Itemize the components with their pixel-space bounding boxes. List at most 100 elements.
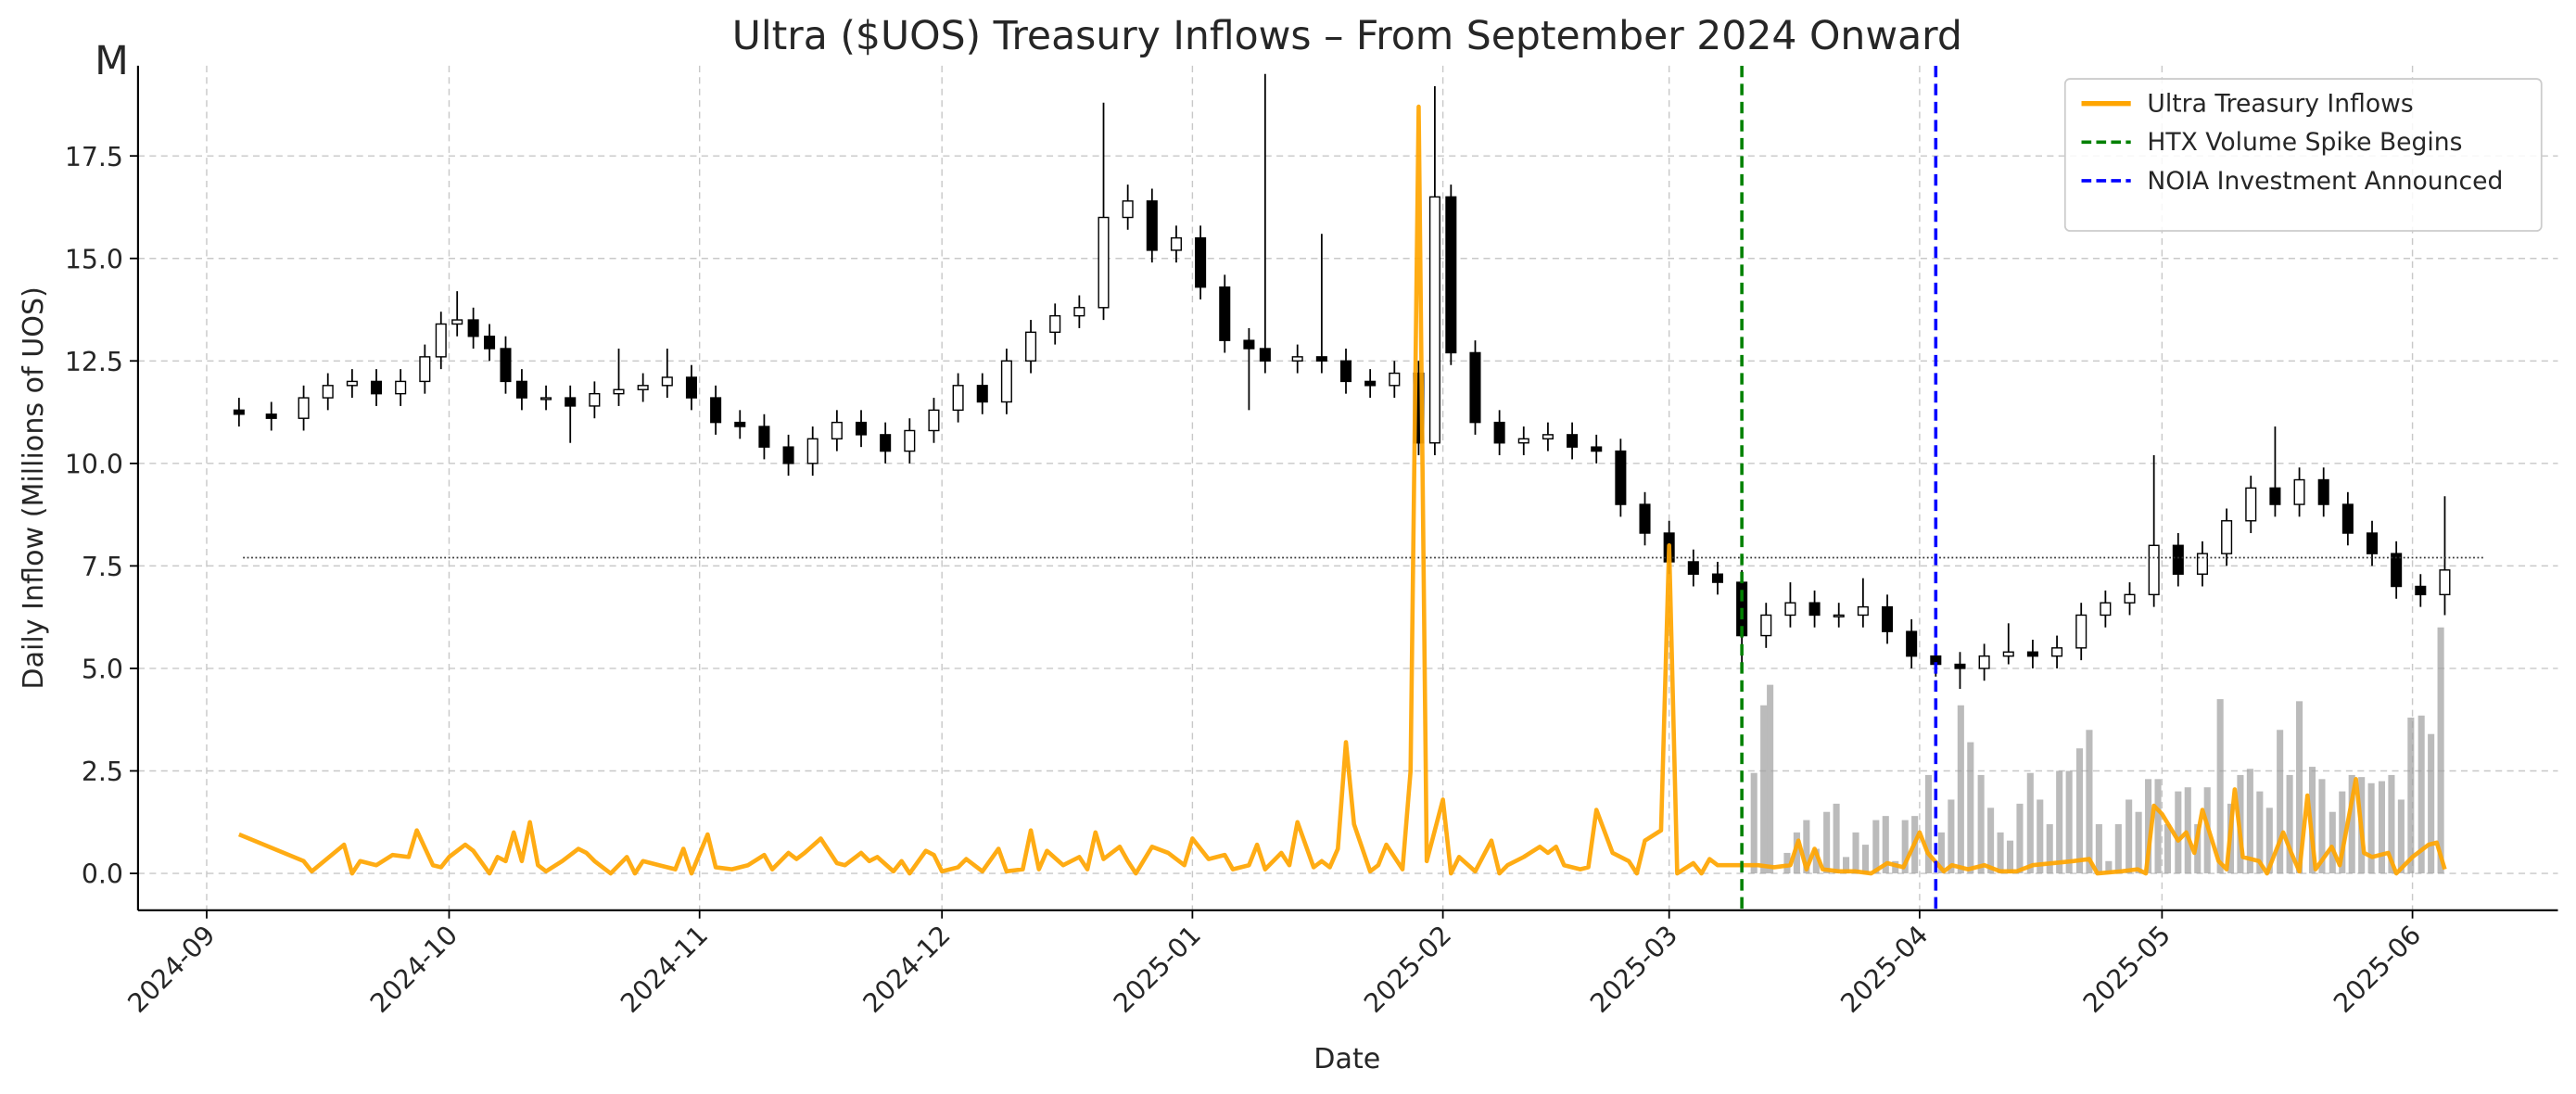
legend-label: NOIA Investment Announced — [2147, 167, 2503, 196]
y-tick-label: 5.0 — [82, 655, 123, 685]
volume-bar — [1977, 774, 1985, 874]
volume-bar — [1750, 772, 1758, 874]
candle-body — [2026, 651, 2038, 657]
candle-body — [1857, 605, 1869, 617]
candle-body — [451, 319, 463, 325]
x-tick-label: 2025-02 — [1358, 920, 1457, 1019]
candle-body — [2341, 503, 2354, 534]
candle-body — [1389, 372, 1401, 387]
candle-body — [1469, 351, 1481, 424]
x-tick-label: 2025-04 — [1834, 920, 1934, 1019]
candle-body — [1954, 663, 1966, 669]
candle-body — [1122, 200, 1134, 219]
candle-body — [2148, 544, 2160, 596]
candle-body — [1615, 450, 1627, 505]
candle-body — [1170, 236, 1182, 251]
volume-bar — [1812, 848, 1820, 874]
volume-bar — [2318, 779, 2326, 874]
volume-bar — [2277, 730, 2284, 874]
chart-title: Ultra ($UOS) Treasury Inflows – From Sep… — [732, 14, 1962, 59]
volume-bar — [1852, 832, 1859, 874]
candle-body — [2196, 553, 2208, 575]
volume-bar — [2075, 748, 2084, 874]
volume-bar — [2175, 791, 2182, 874]
candle-body — [435, 323, 447, 358]
candle-body — [2366, 532, 2379, 554]
candle-body — [2051, 647, 2063, 657]
volume-bar — [2246, 769, 2253, 874]
candle-body — [928, 409, 940, 432]
candle-body — [1567, 434, 1579, 448]
candle-body — [1428, 196, 1440, 444]
candle-body — [565, 397, 577, 407]
y-tick-label: 12.5 — [65, 347, 123, 377]
volume-bar — [1948, 799, 1955, 874]
volume-bar — [2256, 791, 2264, 874]
candle-body — [1098, 216, 1110, 309]
candle-body — [1542, 434, 1554, 440]
volume-bar — [1872, 820, 1880, 874]
legend-box — [2063, 78, 2543, 232]
candle-body — [1881, 605, 1894, 632]
volume-bar — [2417, 715, 2425, 874]
volume-bar — [1957, 705, 1964, 874]
y-tick-label: 17.5 — [65, 142, 123, 172]
candle-body — [2415, 585, 2427, 596]
candle-body — [831, 421, 843, 440]
candle-body — [1195, 236, 1207, 288]
y-tick-label: 15.0 — [65, 244, 123, 274]
volume-bar — [2348, 774, 2355, 874]
candle-body — [2075, 614, 2087, 649]
candle-body — [322, 385, 334, 399]
volume-bar — [2308, 767, 2316, 874]
volume-bar — [1937, 832, 1945, 874]
candle-body — [661, 376, 673, 387]
volume-bar — [2286, 774, 2293, 874]
x-axis-label: Date — [1313, 1043, 1380, 1075]
y-offset-label: M — [95, 39, 129, 84]
candle-body — [1784, 602, 1796, 617]
candle-body — [515, 380, 527, 399]
volume-bar — [2184, 787, 2191, 874]
candle-body — [2221, 520, 2233, 554]
candle-body — [2100, 602, 2112, 617]
y-tick-label: 10.0 — [65, 449, 123, 479]
candle-body — [2391, 553, 2403, 588]
candle-body — [1073, 307, 1085, 317]
candle-body — [637, 385, 649, 390]
candle-body — [370, 380, 383, 395]
volume-bar — [2135, 811, 2142, 874]
candle-body — [880, 434, 892, 452]
volume-bar — [2105, 860, 2113, 874]
volume-bar — [2016, 803, 2024, 874]
x-tick-label: 2025-03 — [1584, 920, 1683, 1019]
candle-body — [419, 356, 431, 383]
candle-body — [1808, 602, 1821, 617]
inflow-line — [237, 104, 2447, 876]
candle-body — [2269, 487, 2281, 505]
volume-bar — [1924, 774, 1933, 874]
volume-bar — [2026, 772, 2034, 874]
volume-bar — [2329, 811, 2336, 874]
candle-body — [1315, 356, 1327, 362]
candle-body — [298, 397, 310, 419]
x-tick-label: 2025-06 — [2328, 920, 2427, 1019]
candle-body — [685, 376, 697, 399]
x-tick-label: 2024-10 — [364, 920, 463, 1019]
candle-body — [1291, 356, 1303, 362]
candle-body — [782, 446, 794, 464]
candle-body — [1243, 339, 1255, 350]
candle-body — [1146, 200, 1158, 251]
volume-bar — [2006, 840, 2014, 874]
volume-bar — [2378, 781, 2386, 874]
candle-body — [589, 392, 601, 407]
candle-body — [1711, 573, 1723, 583]
volume-bar — [1997, 832, 2004, 874]
plot-area — [233, 65, 2486, 910]
candle-body — [1906, 630, 1918, 657]
candle-body — [1445, 196, 1457, 354]
volume-bar — [2126, 799, 2133, 874]
volume-bar — [2397, 799, 2405, 874]
volume-bar — [2086, 730, 2093, 874]
